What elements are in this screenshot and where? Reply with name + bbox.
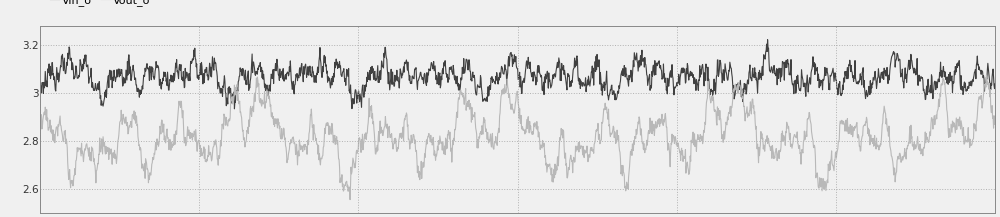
Vin_o [962,85,974,88]
Legend: Vin_o, Vout_o: Vin_o, Vout_o [46,0,155,10]
Vout_o [980,74,992,76]
Vout_o [83,155,95,158]
Vout_o [34,121,46,123]
Vout_o [989,118,1000,120]
Vin_o [474,85,486,88]
Vout_o [961,141,973,143]
Vin_o [787,82,799,85]
Line: Vout_o: Vout_o [40,75,995,200]
Vout_o [474,137,486,139]
Vout_o [962,136,974,139]
Vin_o [83,82,95,84]
Vin_o [499,63,511,66]
Vout_o [344,198,356,201]
Vin_o [228,107,240,110]
Line: Vin_o: Vin_o [40,40,995,109]
Vin_o [962,85,974,88]
Vin_o [762,38,774,41]
Vin_o [34,79,46,82]
Vout_o [786,144,798,147]
Vout_o [499,83,511,86]
Vin_o [989,83,1000,85]
